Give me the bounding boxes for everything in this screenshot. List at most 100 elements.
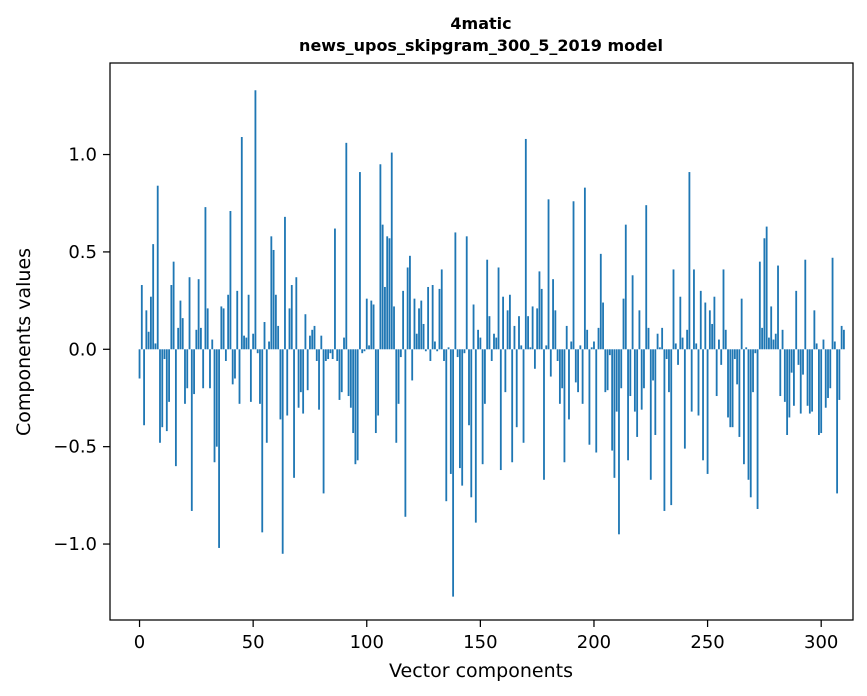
bar-297: [813, 310, 816, 350]
bar-79: [318, 349, 320, 410]
bar-143: [463, 349, 466, 354]
bar-140: [456, 349, 459, 358]
bar-154: [488, 316, 491, 350]
bar-108: [384, 286, 386, 350]
bar-123: [418, 308, 420, 350]
bar-104: [374, 349, 377, 434]
bar-102: [370, 300, 373, 350]
bar-30: [206, 308, 209, 350]
bar-302: [824, 349, 827, 408]
bar-81: [322, 349, 325, 494]
bar-308: [838, 349, 841, 400]
bar-289: [795, 290, 798, 350]
bar-191: [572, 201, 575, 350]
bar-34: [215, 349, 218, 447]
bar-306: [833, 341, 836, 350]
bar-300: [820, 349, 823, 434]
bar-250: [706, 349, 709, 474]
x-tick-label-200: 200: [577, 632, 611, 653]
bar-182: [552, 279, 554, 350]
bar-4: [147, 331, 150, 350]
bar-35: [218, 349, 220, 548]
bar-282: [779, 349, 782, 397]
bar-294: [806, 349, 809, 406]
bar-151: [481, 349, 484, 465]
bar-122: [415, 333, 418, 350]
bar-166: [515, 349, 518, 428]
chart-subtitle-text: news_upos_skipgram_300_5_2019 model: [299, 36, 663, 55]
bar-284: [783, 349, 786, 402]
bar-180: [547, 199, 550, 350]
bar-195: [581, 349, 584, 404]
bar-234: [670, 349, 673, 506]
bar-214: [624, 224, 627, 350]
bar-146: [470, 349, 473, 498]
bar-225: [649, 349, 652, 480]
bar-164: [511, 349, 514, 463]
bar-296: [811, 349, 814, 412]
bar-223: [645, 205, 648, 350]
bar-11: [163, 349, 166, 360]
bar-9: [159, 349, 161, 443]
bar-90: [343, 337, 345, 350]
bar-109: [386, 236, 389, 350]
bar-49: [249, 349, 252, 402]
bar-237: [677, 349, 679, 365]
bar-179: [545, 345, 548, 350]
bar-38: [224, 349, 227, 361]
bar-203: [599, 253, 602, 350]
bar-245: [695, 343, 698, 350]
bar-83: [327, 349, 330, 360]
bar-3: [145, 310, 148, 350]
bar-84: [329, 349, 332, 354]
bar-259: [727, 349, 729, 418]
bar-257: [722, 269, 725, 350]
bar-6: [152, 244, 155, 350]
bar-85: [331, 349, 334, 360]
bar-252: [711, 323, 714, 350]
bar-150: [479, 337, 482, 350]
bar-36: [220, 306, 223, 350]
bar-110: [388, 238, 391, 350]
x-tick-label-100: 100: [350, 632, 384, 653]
bar-178: [543, 349, 545, 480]
bar-288: [793, 349, 795, 406]
bar-22: [188, 277, 191, 350]
bar-205: [604, 349, 607, 393]
bar-52: [256, 349, 259, 354]
bar-310: [843, 329, 845, 350]
bar-224: [647, 327, 650, 350]
bar-113: [395, 349, 398, 443]
bar-301: [822, 339, 825, 350]
y-axis-label: Components values: [13, 248, 35, 436]
bar-273: [758, 261, 761, 350]
bar-218: [633, 349, 636, 412]
bar-227: [654, 349, 657, 435]
bar-series: [138, 90, 845, 597]
bar-173: [531, 306, 534, 350]
bar-135: [445, 349, 448, 502]
bar-116: [402, 290, 405, 350]
bar-130: [434, 341, 436, 350]
bar-107: [381, 224, 384, 350]
bar-260: [729, 349, 732, 428]
bar-209: [613, 349, 616, 478]
bar-42: [234, 349, 236, 379]
bar-93: [349, 349, 352, 408]
bar-111: [390, 152, 393, 350]
bar-278: [770, 306, 773, 350]
bar-177: [540, 288, 543, 350]
bar-175: [536, 308, 539, 350]
bar-129: [431, 285, 434, 350]
y-tick-label-3: 0.5: [68, 242, 97, 263]
bar-305: [831, 257, 834, 350]
bar-211: [618, 349, 620, 535]
bar-206: [606, 349, 609, 391]
bar-80: [320, 335, 323, 350]
bar-53: [259, 349, 261, 404]
bar-292: [802, 349, 804, 375]
bar-23: [190, 349, 193, 511]
bar-220: [638, 310, 641, 350]
bar-262: [733, 349, 736, 360]
bar-68: [293, 349, 295, 478]
